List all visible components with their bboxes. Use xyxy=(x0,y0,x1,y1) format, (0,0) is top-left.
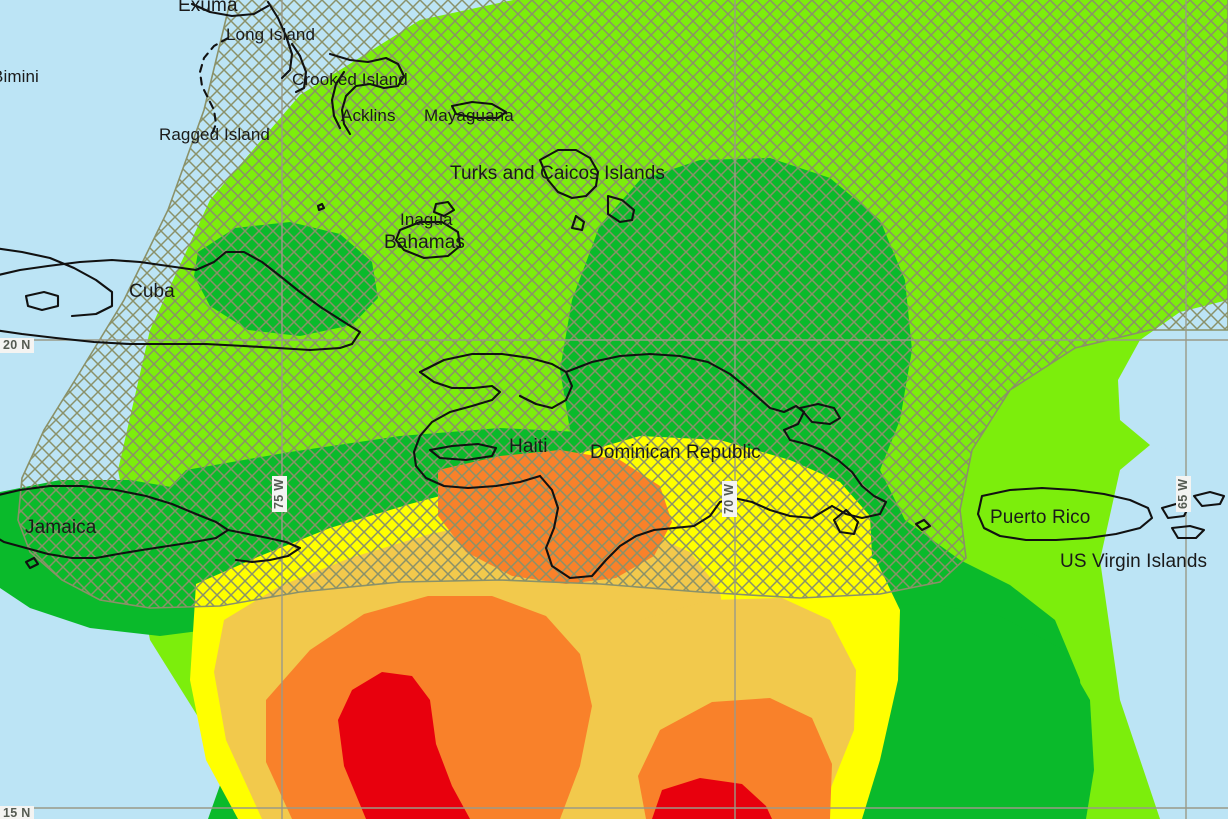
coast-long-island-2 xyxy=(290,42,308,94)
coast-cay-2 xyxy=(316,202,326,212)
coast-cay-1 xyxy=(914,518,932,532)
graticule-label-lon-75w: 75 W xyxy=(272,475,287,512)
coast-ragged-island xyxy=(198,36,230,136)
graticule-label-lat-20n: 20 N xyxy=(0,338,34,353)
coast-cuba-south xyxy=(0,329,354,352)
coast-puerto-rico xyxy=(976,486,1154,542)
ocean-lobe-east xyxy=(1118,300,1228,455)
coast-haiti-north xyxy=(418,352,574,410)
coastlines xyxy=(0,0,1226,580)
coast-dr-bay xyxy=(832,508,860,536)
coast-cuba-north xyxy=(0,250,362,346)
coast-jamaica xyxy=(0,484,230,560)
coast-inagua xyxy=(394,220,462,260)
coast-mayaguana xyxy=(450,100,508,120)
watch-warning-hatch-area xyxy=(17,0,1228,609)
coast-inagua-little xyxy=(432,200,456,218)
coast-turks-caicos xyxy=(538,148,600,200)
coast-caicos-2 xyxy=(606,194,636,224)
graticule-label-lon-65w: 65 W xyxy=(1176,475,1191,512)
prob-band-50pct xyxy=(338,672,470,819)
coast-haiti-peninsula xyxy=(412,370,542,490)
prob-band-50pct-secondary xyxy=(652,778,772,819)
coast-dr-samana xyxy=(798,402,842,426)
coast-cuba-isle xyxy=(24,290,60,312)
coast-usvi-1 xyxy=(1160,502,1190,520)
coast-dr-north xyxy=(564,352,888,520)
coast-exuma xyxy=(190,2,270,18)
graticule-label-lon-70w: 70 W xyxy=(722,480,737,517)
coast-dr-south xyxy=(538,474,834,580)
coast-usvi-2 xyxy=(1192,490,1226,508)
coast-cuba-west xyxy=(0,247,114,318)
coast-crooked-island xyxy=(328,52,406,136)
coast-turks-3 xyxy=(570,214,586,232)
graticule-label-lat-15n: 15 N xyxy=(0,806,34,819)
coast-usvi-3 xyxy=(1170,524,1206,540)
coast-acklins xyxy=(330,70,346,130)
coast-haiti-lake xyxy=(428,442,498,462)
coast-long-island xyxy=(266,0,294,80)
coast-cay-3 xyxy=(24,556,40,570)
coast-jamaica-2 xyxy=(226,528,302,564)
